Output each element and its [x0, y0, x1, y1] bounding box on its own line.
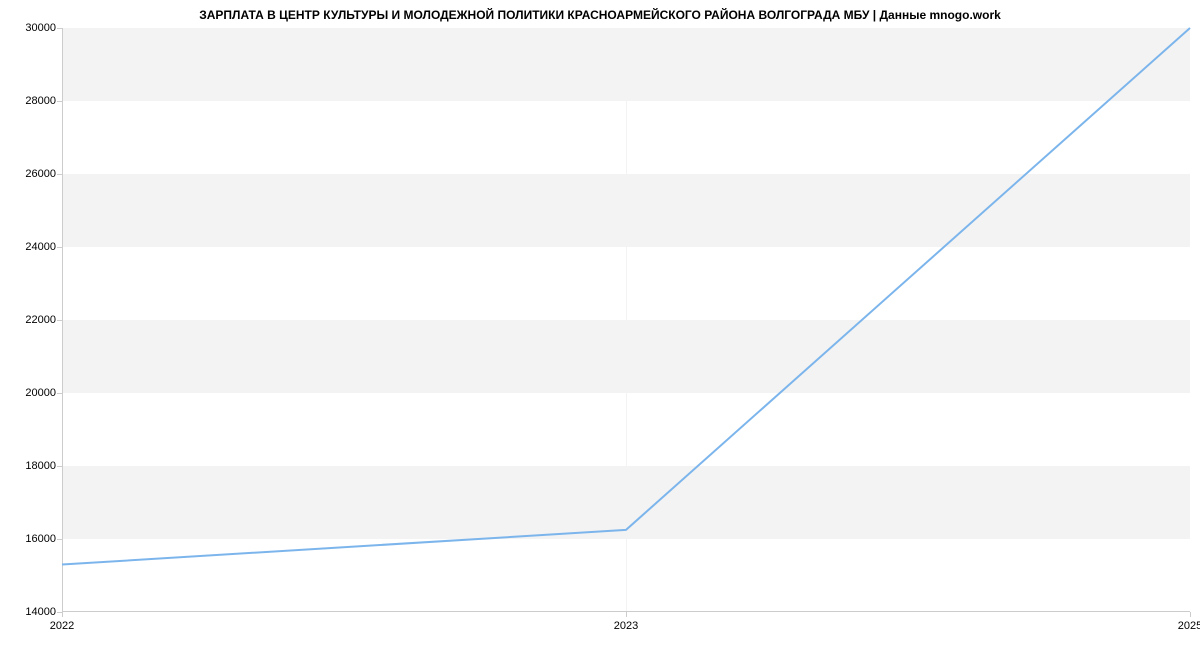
y-tick-label: 30000 [25, 22, 62, 34]
y-tick-label: 24000 [25, 241, 62, 253]
plot-area: 1400016000180002000022000240002600028000… [62, 28, 1190, 612]
y-tick-label: 26000 [25, 168, 62, 180]
y-tick-label: 20000 [25, 387, 62, 399]
salary-line-chart: ЗАРПЛАТА В ЦЕНТР КУЛЬТУРЫ И МОЛОДЕЖНОЙ П… [0, 0, 1200, 650]
y-tick-label: 22000 [25, 314, 62, 326]
series-line-salary [62, 28, 1190, 565]
x-tick-label: 2022 [50, 612, 74, 632]
y-tick-label: 16000 [25, 533, 62, 545]
chart-title: ЗАРПЛАТА В ЦЕНТР КУЛЬТУРЫ И МОЛОДЕЖНОЙ П… [0, 8, 1200, 22]
x-gridline [1190, 28, 1191, 612]
y-tick-label: 28000 [25, 95, 62, 107]
series-layer [62, 28, 1190, 612]
y-tick-label: 18000 [25, 460, 62, 472]
x-tick-label: 2025 [1178, 612, 1200, 632]
x-tick-label: 2023 [614, 612, 638, 632]
